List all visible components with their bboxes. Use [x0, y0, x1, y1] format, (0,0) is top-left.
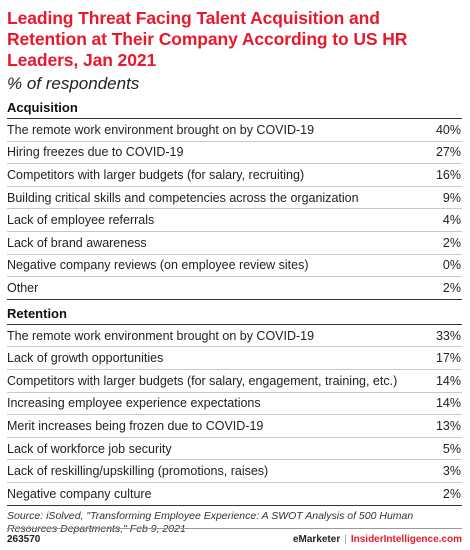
- table-row: Lack of employee referrals 4%: [7, 209, 462, 232]
- row-value: 9%: [442, 190, 461, 205]
- brand-separator: |: [344, 533, 347, 545]
- row-label: Negative company reviews (on employee re…: [7, 258, 309, 273]
- brand-insider-intelligence: InsiderIntelligence.com: [350, 533, 462, 545]
- row-label: Merit increases being frozen due to COVI…: [7, 418, 264, 433]
- table-row: Competitors with larger budgets (for sal…: [7, 370, 462, 393]
- row-value: 13%: [435, 418, 461, 433]
- row-value: 2%: [442, 280, 461, 295]
- row-value: 16%: [435, 167, 461, 182]
- row-label: Lack of employee referrals: [7, 213, 155, 228]
- row-value: 0%: [442, 258, 461, 273]
- table-row: Building critical skills and competencie…: [7, 187, 462, 210]
- table-row: Lack of brand awareness 2%: [7, 232, 462, 255]
- row-label: Increasing employee experience expectati…: [7, 396, 261, 411]
- table-row: The remote work environment brought on b…: [7, 119, 462, 142]
- row-value: 27%: [435, 145, 461, 160]
- row-label: Competitors with larger budgets (for sal…: [7, 167, 305, 182]
- table-row: Lack of workforce job security 5%: [7, 438, 462, 461]
- row-value: 5%: [442, 441, 461, 456]
- data-table: Acquisition The remote work environment b…: [7, 94, 462, 506]
- row-value: 14%: [435, 396, 461, 411]
- row-label: Competitors with larger budgets (for sal…: [7, 373, 398, 388]
- row-label: Lack of brand awareness: [7, 235, 147, 250]
- table-row: The remote work environment brought on b…: [7, 325, 462, 348]
- row-value: 33%: [435, 328, 461, 343]
- section-heading-acquisition: Acquisition: [7, 94, 462, 119]
- row-label: The remote work environment brought on b…: [7, 122, 315, 137]
- row-value: 14%: [435, 373, 461, 388]
- row-label: The remote work environment brought on b…: [7, 328, 315, 343]
- row-value: 40%: [435, 122, 461, 137]
- row-value: 4%: [442, 213, 461, 228]
- table-row: Merit increases being frozen due to COVI…: [7, 415, 462, 438]
- chart-id: 263570: [7, 533, 41, 545]
- table-row: Negative company culture 2%: [7, 483, 462, 506]
- chart-subtitle: % of respondents: [7, 74, 140, 93]
- table-row: Lack of growth opportunities 17%: [7, 347, 462, 370]
- table-row: Lack of reskilling/upskilling (promotion…: [7, 460, 462, 483]
- brand-emarketer: eMarketer: [292, 533, 341, 545]
- row-label: Lack of reskilling/upskilling (promotion…: [7, 464, 269, 479]
- table-row: Other 2%: [7, 277, 462, 300]
- section-heading-retention: Retention: [7, 300, 462, 325]
- table-row: Competitors with larger budgets (for sal…: [7, 164, 462, 187]
- row-label: Building critical skills and competencie…: [7, 190, 359, 205]
- row-value: 2%: [442, 486, 461, 501]
- table-row: Hiring freezes due to COVID-19 27%: [7, 142, 462, 165]
- row-label: Hiring freezes due to COVID-19: [7, 145, 184, 160]
- footer: 263570 eMarketer | InsiderIntelligence.com: [7, 528, 462, 546]
- table-row: Negative company reviews (on employee re…: [7, 255, 462, 278]
- row-label: Negative company culture: [7, 486, 152, 501]
- chart-title: Leading Threat Facing Talent Acquisition…: [7, 8, 408, 70]
- row-label: Lack of growth opportunities: [7, 351, 164, 366]
- row-value: 3%: [442, 464, 461, 479]
- table-row: Increasing employee experience expectati…: [7, 393, 462, 416]
- row-label: Other: [7, 280, 39, 295]
- brand: eMarketer | InsiderIntelligence.com: [293, 534, 462, 545]
- row-value: 17%: [435, 351, 461, 366]
- row-label: Lack of workforce job security: [7, 441, 172, 456]
- row-value: 2%: [442, 235, 461, 250]
